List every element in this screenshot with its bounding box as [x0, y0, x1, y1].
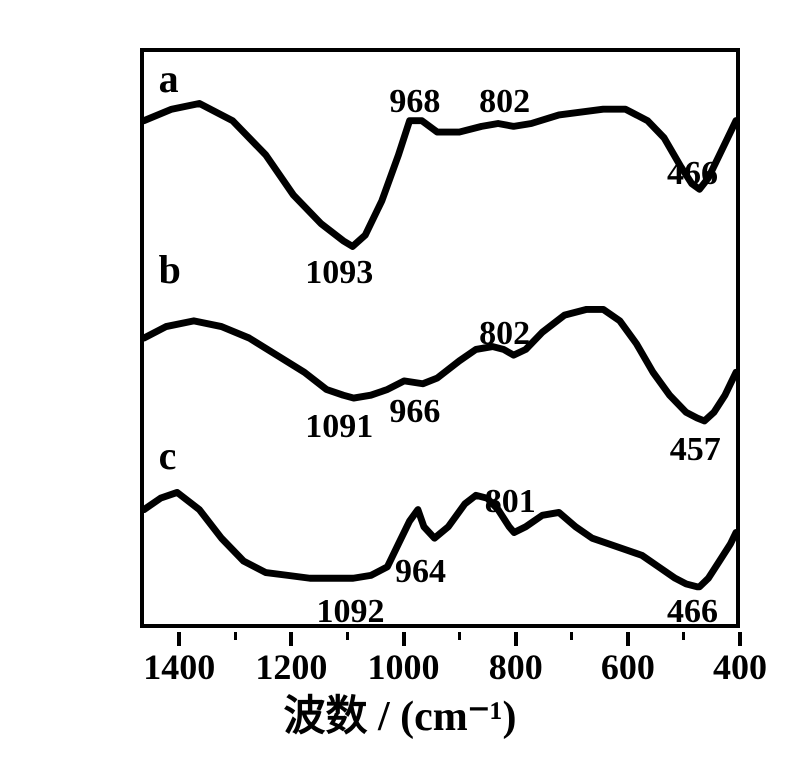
x-minor-tick: [570, 632, 573, 640]
peak-label: 802: [479, 315, 530, 353]
x-minor-tick: [682, 632, 685, 640]
peak-label: 466: [667, 593, 718, 631]
x-axis-label: 波数 / (cm⁻¹): [283, 682, 516, 743]
curve-label-c: c: [159, 432, 177, 479]
x-tick: [177, 632, 181, 646]
x-tick: [289, 632, 293, 646]
curve-label-a: a: [159, 55, 179, 102]
ftir-chart: 透射率 / (%) 波数 / (cm⁻¹) a9688024661093b802…: [40, 28, 760, 748]
peak-label: 801: [485, 483, 536, 521]
x-tick: [514, 632, 518, 646]
x-minor-tick: [458, 632, 461, 640]
plot-area: a 968 802 466 1093 b 802 966 457 1091 c 1092 964 801 4…: [140, 48, 740, 628]
curve-a: [144, 103, 736, 246]
curve-label-b: b: [159, 246, 181, 293]
peak-label: 457: [670, 431, 721, 469]
spectra-curves: [144, 52, 736, 624]
peak-label: 964: [395, 553, 446, 591]
x-tick-label: 800: [489, 646, 543, 688]
peak-label: 1093: [305, 254, 373, 292]
x-tick-label: 1000: [368, 646, 440, 688]
x-minor-tick: [234, 632, 237, 640]
x-tick: [402, 632, 406, 646]
peak-label: 466: [667, 155, 718, 193]
x-tick-label: 1200: [255, 646, 327, 688]
peak-label: 968: [389, 83, 440, 121]
x-minor-tick: [346, 632, 349, 640]
x-tick-label: 400: [713, 646, 767, 688]
x-tick: [738, 632, 742, 646]
peak-label: 802: [479, 83, 530, 121]
x-tick: [626, 632, 630, 646]
peak-label: 1092: [316, 593, 384, 631]
peak-label: 1091: [305, 408, 373, 446]
x-tick-label: 600: [601, 646, 655, 688]
peak-label: 966: [389, 393, 440, 431]
x-tick-label: 1400: [143, 646, 215, 688]
